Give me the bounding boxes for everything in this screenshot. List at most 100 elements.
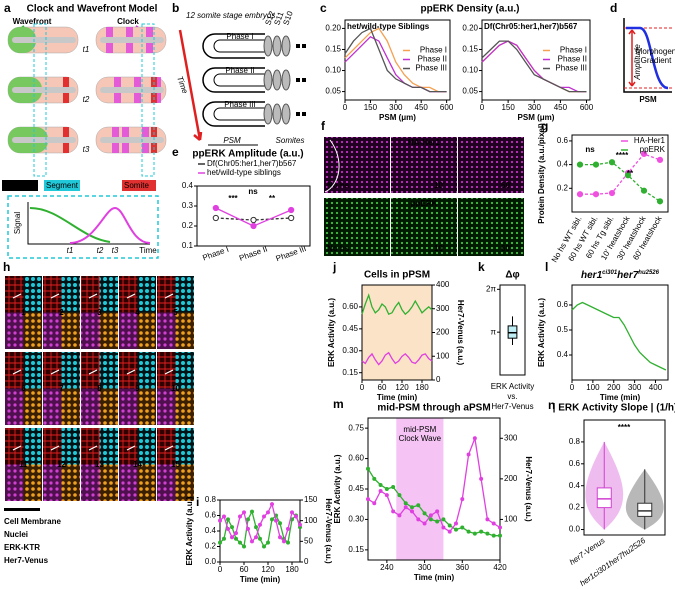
data-point	[238, 514, 242, 519]
somite	[263, 103, 273, 125]
somite	[281, 69, 291, 91]
series-line	[571, 301, 667, 371]
data-point	[391, 509, 396, 514]
axes	[623, 18, 672, 93]
data-point	[266, 540, 270, 545]
y2-tick-label: 100	[304, 516, 318, 525]
data-point	[576, 161, 584, 168]
label: 10'	[434, 181, 445, 190]
signal-curve	[29, 207, 111, 243]
embryo-outline	[202, 33, 265, 59]
somite	[281, 103, 291, 125]
y-tick-label: 0.4	[557, 350, 569, 359]
somite-marker	[296, 44, 300, 48]
data-point	[435, 519, 440, 524]
label: 5	[173, 308, 178, 317]
chart-title: her1ci301her7hu2526	[581, 270, 660, 281]
tile	[119, 312, 138, 349]
data-point	[403, 501, 408, 506]
data-point	[454, 521, 458, 526]
x-tick-label: Phase III	[275, 244, 308, 263]
legend-entry: Phase I	[560, 46, 587, 55]
panel-label: b	[172, 1, 179, 15]
tile	[23, 388, 42, 425]
tile	[137, 464, 156, 501]
label: PSM	[223, 136, 241, 145]
data-point	[254, 525, 258, 530]
data-point	[258, 536, 262, 541]
data-point	[397, 513, 402, 518]
x-tick-label: 300	[418, 563, 432, 572]
x-axis-label: PSM (μm)	[518, 113, 555, 122]
legend-entry: HA-Her1	[634, 136, 666, 145]
data-point	[441, 517, 446, 522]
tile	[5, 428, 24, 465]
label: t3	[83, 145, 90, 154]
data-point	[640, 150, 648, 158]
data-point	[384, 493, 389, 498]
label: HA-Her1	[408, 138, 441, 147]
y-axis-label: Protein Density (a.u./pixel)	[537, 123, 546, 224]
axes	[27, 202, 150, 245]
label: 13	[95, 460, 104, 469]
tile	[157, 352, 176, 389]
data-point	[278, 521, 282, 526]
box	[596, 487, 612, 509]
tile	[5, 464, 24, 501]
tile	[137, 312, 156, 349]
tag-bg	[44, 180, 80, 191]
arrow	[50, 369, 60, 375]
y-tick-label: 0.6	[569, 459, 581, 468]
chart-title: ppERK Density (a.u.)	[421, 4, 520, 15]
x-axis-label: vs.	[507, 392, 517, 401]
tile	[61, 464, 80, 501]
somite	[272, 69, 282, 91]
data-point	[226, 517, 230, 522]
label: t2	[83, 95, 90, 104]
label: S10	[281, 9, 295, 26]
label: Morphogen	[636, 47, 675, 56]
tag-bg	[2, 180, 38, 191]
legend-entry: Df(Chr05:her1,her7)b567	[207, 159, 297, 168]
label: 7	[59, 384, 64, 393]
label: t1	[83, 45, 90, 54]
x-tick-label: 400	[649, 383, 663, 392]
y-tick-label: 0.30	[348, 515, 364, 524]
tile	[175, 464, 194, 501]
data-point	[498, 525, 502, 530]
tile	[43, 312, 62, 349]
tile	[119, 276, 138, 313]
x-axis-label: Her7-Venus	[491, 402, 533, 411]
y-axis-label: ERK Activity (a.u.)	[185, 496, 194, 565]
tile	[5, 276, 24, 313]
notochord	[100, 137, 164, 143]
somite-marker	[302, 78, 306, 82]
y2-tick-label: 200	[436, 328, 450, 337]
somite-marker	[296, 78, 300, 82]
micrograph	[324, 198, 390, 256]
label: Somites	[276, 136, 305, 145]
data-point	[212, 214, 219, 222]
tile	[81, 428, 100, 465]
data-point	[234, 531, 238, 536]
data-point	[270, 517, 274, 522]
x-tick-label: 180	[415, 383, 429, 392]
tile	[157, 428, 176, 465]
y-tick-label: 0.4	[182, 181, 194, 190]
data-point	[608, 189, 616, 197]
data-point	[250, 222, 257, 230]
y-tick-label: 0.45	[348, 484, 364, 493]
y2-axis-label: Her7-Venus (a.u.)	[456, 300, 465, 366]
notochord	[100, 87, 164, 93]
y-tick-label: 0.2	[205, 542, 217, 551]
legend-entry: Cell Membrane	[4, 517, 61, 526]
data-point	[238, 540, 242, 545]
tile	[99, 388, 118, 425]
data-point	[298, 522, 302, 527]
micrograph	[458, 198, 524, 256]
signal-curve	[69, 206, 151, 244]
y-tick-label: 0.1	[182, 241, 194, 250]
micrograph	[391, 137, 457, 193]
data-point	[428, 517, 433, 522]
